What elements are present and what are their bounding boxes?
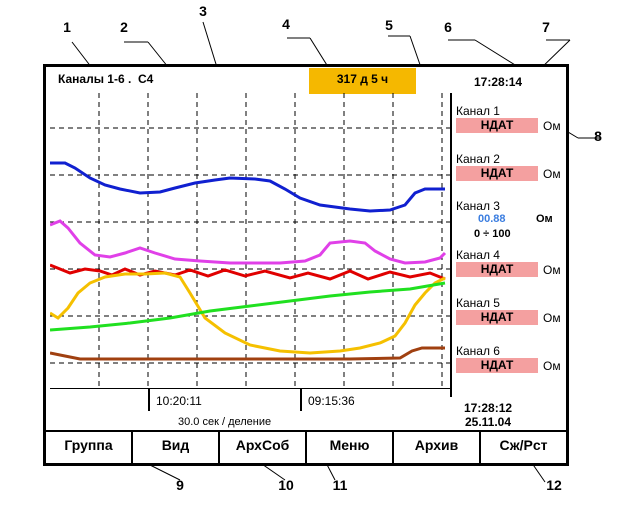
channel-value: 00.88 [478,213,506,225]
channel-value-badge: НДАТ [456,118,538,133]
channel-label: Канал 3 [456,199,500,213]
callout-7: 7 [542,19,550,35]
callout-3: 3 [199,3,207,19]
callout-6: 6 [444,19,452,35]
callout-4: 4 [282,16,290,32]
channel-label: Канал 1 [456,104,500,118]
channel-value-badge: НДАТ [456,166,538,181]
channel-unit: Ом [543,263,561,277]
channel-unit: Ом [543,311,561,325]
channel-panel-2[interactable]: Канал 2 НДАТ Ом [456,153,566,182]
current-time: 17:28:14 [474,75,523,89]
time-label-1: 10:20:11 [156,394,202,408]
time-axis: 10:20:11 09:15:36 [50,388,450,413]
callout-12: 12 [546,477,562,493]
channel-value-badge: НДАТ [456,358,538,373]
time-scale: 30.0 сек / деление [178,416,272,428]
trace-channel-2 [50,219,447,265]
trace-channel-6 [50,346,445,361]
softkey-menu[interactable]: Меню [307,432,394,463]
channel-panel-6[interactable]: Канал 6 НДАТ Ом [456,345,566,374]
callout-5: 5 [385,17,393,33]
uptime-indicator: 317 д 5 ч [309,68,416,94]
unit-code: C4 [137,72,154,86]
trend-plot [50,93,450,389]
softkey-zoom-reset[interactable]: Сж/Рст [499,437,548,453]
trace-channel-3 [50,263,446,281]
channel-range: 0 ÷ 100 [474,228,511,240]
callout-11: 11 [332,477,348,493]
callout-1: 1 [63,19,71,35]
channel-panel-5[interactable]: Канал 5 НДАТ Ом [456,297,566,326]
callout-10: 10 [278,477,294,493]
channel-label: Канал 2 [456,152,500,166]
status-date: 25.11.04 [464,415,512,429]
channel-unit: Ом [536,213,553,225]
channel-label: Канал 4 [456,248,500,262]
callout-8: 8 [594,128,602,144]
channel-value-badge: НДАТ [456,262,538,277]
softkey-event-archive[interactable]: АрхСоб [220,432,307,463]
softkey-archive[interactable]: Архив [394,432,481,463]
channel-unit: Ом [543,119,561,133]
trace-channel-5 [50,281,446,332]
time-marker [300,389,302,411]
channels-group-title: Каналы 1-6 . C4 [58,72,154,86]
channel-label: Канал 5 [456,296,500,310]
plot-separator [450,93,452,397]
channel-panel-1[interactable]: Канал 1 НДАТ Ом [456,105,566,134]
softkey-view[interactable]: Вид [133,432,220,463]
status-datetime: 17:28:12 25.11.04 [464,401,512,429]
channel-label: Канал 6 [456,344,500,358]
callout-9: 9 [176,477,184,493]
time-label-2: 09:15:36 [308,394,355,408]
callout-2: 2 [120,19,128,35]
trace-channel-4 [50,271,446,355]
plot-grid [50,93,450,389]
status-time: 17:28:12 [464,401,513,415]
channel-unit: Ом [543,359,561,373]
channel-panel-4[interactable]: Канал 4 НДАТ Ом [456,249,566,278]
trace-channel-1 [50,161,445,213]
channel-value-badge: НДАТ [456,310,538,325]
channel-unit: Ом [543,167,561,181]
softkey-group[interactable]: Группа [46,432,133,463]
recorder-screen: Каналы 1-6 . C4 317 д 5 ч 17:28:14 [43,64,569,466]
time-marker [148,389,150,411]
channel-panel-3[interactable]: Канал 3 00.88 Ом 0 ÷ 100 [456,200,566,243]
softkey-bar: Группа Вид АрхСоб Меню Архив Сж/Рст [46,430,566,465]
